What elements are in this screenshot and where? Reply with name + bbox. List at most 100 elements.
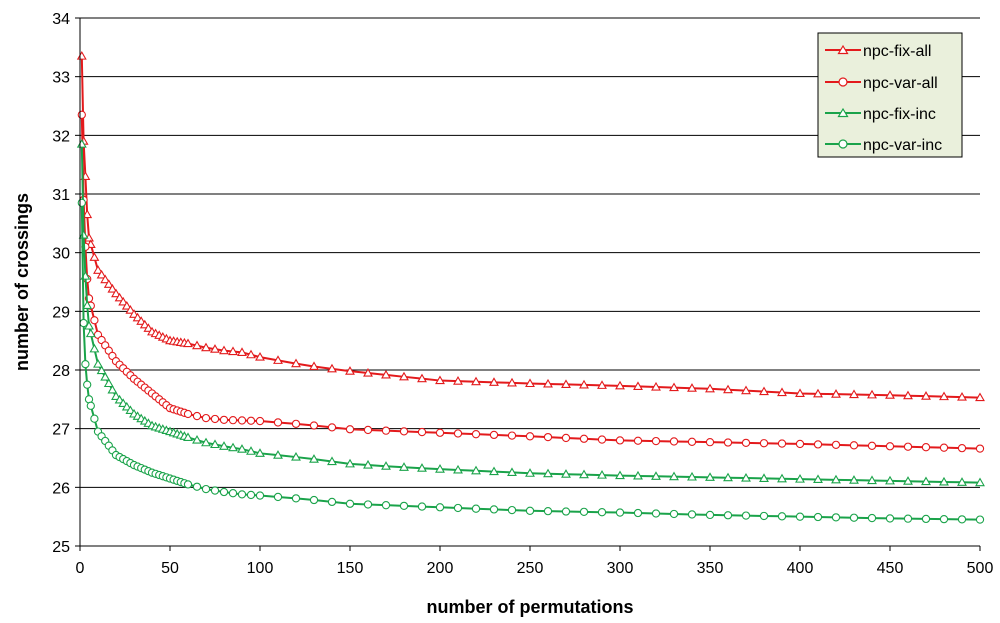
y-tick-label: 26 — [52, 480, 70, 497]
data-point — [543, 432, 553, 442]
data-point — [363, 425, 373, 435]
data-point — [777, 473, 787, 483]
data-point — [309, 361, 319, 371]
data-point — [687, 437, 697, 446]
data-point — [849, 389, 859, 399]
data-point — [939, 391, 949, 401]
data-point — [579, 469, 589, 479]
data-point — [615, 470, 625, 480]
data-point — [705, 510, 715, 520]
data-point — [651, 436, 661, 446]
legend: npc-fix-all npc-var-all npc-fix-inc npc-… — [817, 32, 963, 158]
data-point — [81, 359, 90, 369]
x-tick-label: 300 — [607, 560, 634, 577]
data-point — [921, 514, 931, 524]
data-point — [345, 458, 355, 468]
data-point — [84, 320, 94, 330]
data-point — [219, 487, 229, 497]
data-point — [246, 416, 256, 425]
y-tick-label: 27 — [52, 422, 70, 439]
data-point — [381, 369, 391, 379]
data-point — [183, 480, 193, 489]
data-point — [237, 416, 247, 425]
data-point — [903, 514, 913, 523]
data-point — [651, 509, 661, 518]
legend-label-npc-fix-inc: npc-fix-inc — [863, 106, 936, 123]
data-point — [89, 252, 100, 261]
data-point — [90, 316, 99, 325]
data-point — [125, 305, 136, 314]
data-point — [885, 442, 895, 451]
data-point — [957, 477, 967, 486]
data-point — [669, 437, 679, 446]
data-point — [489, 466, 499, 476]
data-point — [192, 482, 202, 491]
data-point — [345, 499, 355, 508]
data-point — [975, 392, 985, 402]
data-point — [417, 427, 427, 437]
y-tick-label: 33 — [52, 70, 70, 87]
data-point — [579, 507, 589, 517]
data-point — [201, 413, 211, 423]
data-point — [705, 472, 715, 481]
data-point — [399, 371, 409, 381]
data-point — [489, 505, 499, 514]
data-point — [561, 379, 571, 388]
data-point — [309, 495, 319, 505]
data-point — [219, 441, 229, 450]
data-point — [687, 510, 697, 519]
data-point — [192, 411, 202, 421]
data-point — [561, 433, 571, 443]
data-point — [813, 440, 823, 449]
data-point — [597, 380, 607, 389]
data-point — [192, 434, 202, 444]
data-point — [507, 467, 517, 476]
data-point — [453, 429, 463, 438]
data-point — [831, 440, 841, 450]
data-point — [79, 318, 88, 328]
x-tick-label: 400 — [787, 560, 814, 577]
data-point — [687, 471, 697, 481]
data-point — [210, 344, 220, 353]
data-point — [669, 382, 679, 392]
data-point — [309, 421, 319, 430]
data-point — [849, 475, 859, 484]
data-point — [183, 432, 193, 442]
data-point — [255, 416, 265, 426]
data-point — [192, 340, 202, 350]
data-point — [507, 431, 517, 440]
data-point — [327, 497, 337, 507]
tick-labels: 25 26 27 28 29 30 31 32 33 34 0 50 100 150 200 250 300 35… — [52, 11, 993, 577]
data-point — [741, 511, 751, 520]
data-point — [345, 425, 355, 434]
data-point — [107, 283, 118, 293]
data-point — [210, 439, 220, 449]
data-point — [93, 359, 103, 368]
data-point — [273, 492, 283, 502]
data-point — [489, 377, 499, 386]
data-point — [89, 343, 100, 353]
data-point — [246, 490, 256, 500]
data-point — [633, 508, 643, 518]
data-point — [77, 110, 86, 119]
data-point — [597, 470, 607, 479]
data-point — [237, 444, 247, 453]
data-point — [507, 505, 517, 515]
legend-entry-npc-fix-inc: npc-fix-inc — [825, 106, 936, 123]
data-point — [849, 441, 859, 450]
data-point — [525, 468, 535, 477]
legend-label-npc-fix-all: npc-fix-all — [863, 43, 931, 60]
data-point — [309, 454, 319, 463]
data-point — [345, 366, 355, 375]
data-point — [228, 489, 238, 498]
data-point — [246, 349, 256, 359]
data-point — [759, 386, 769, 396]
data-point — [687, 383, 697, 392]
data-point — [741, 472, 751, 482]
x-tick-label: 50 — [161, 560, 179, 577]
data-point — [103, 378, 114, 388]
data-point — [597, 508, 607, 517]
x-axis-title: number of permutations — [426, 597, 633, 617]
data-point — [831, 389, 841, 398]
